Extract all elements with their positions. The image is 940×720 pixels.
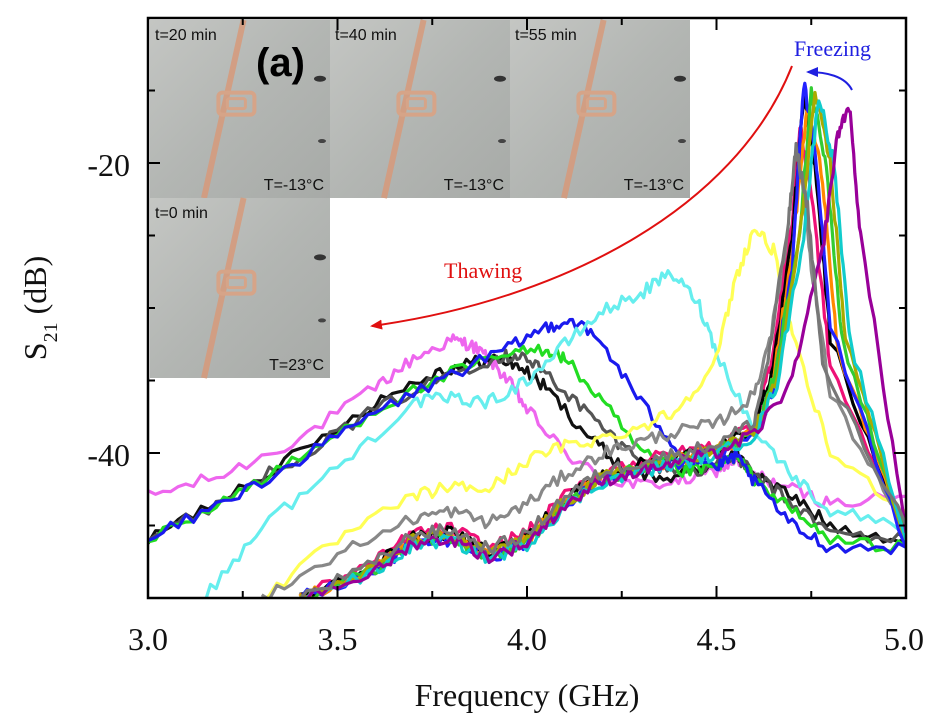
screw-hole <box>318 139 326 144</box>
split-ring-inner <box>405 97 427 111</box>
microstrip-line <box>201 19 247 199</box>
photo-temperature-label: T=-13°C <box>444 177 504 194</box>
inset-photo-1: t=20 min T=-13°C <box>150 19 330 199</box>
y-tick-label-minus-20: -20 <box>87 147 130 183</box>
tick-layer <box>147 17 907 599</box>
series-line-17 <box>299 141 906 598</box>
inset-photos: t=20 min T=-13°C t=40 min T=-13°C t=55 min T=… <box>150 19 690 379</box>
screw-hole <box>494 75 506 82</box>
inset-photo-4: t=0 min T=23°C <box>150 197 330 379</box>
microstrip-line <box>201 197 247 379</box>
split-ring-resonator <box>396 90 437 117</box>
screw-hole <box>674 75 686 82</box>
photo-time-label: t=55 min <box>515 27 577 44</box>
split-ring-resonator <box>216 90 257 117</box>
series-line-15 <box>302 99 906 598</box>
split-ring-resonator <box>216 269 257 296</box>
split-ring-resonator <box>576 90 617 117</box>
x-tick-label-5-0: 5.0 <box>884 621 924 657</box>
y-axis-title: S21 (dB) <box>17 256 62 360</box>
photo-temperature-label: T=-13°C <box>624 177 684 194</box>
thawing-label: Thawing <box>444 258 522 283</box>
split-ring-inner <box>225 276 247 290</box>
series-line-5 <box>148 317 906 556</box>
series-layer <box>148 81 906 598</box>
x-tick-label-3-5: 3.5 <box>318 621 358 657</box>
x-axis-title: Frequency (GHz) <box>415 677 640 713</box>
photo-temperature-label: T=23°C <box>269 357 324 374</box>
x-tick-label-4-0: 4.0 <box>507 621 547 657</box>
split-ring-inner <box>225 97 247 111</box>
inset-photo-2: t=40 min T=-13°C <box>330 19 510 199</box>
screw-hole <box>314 254 326 261</box>
thawing-arrow <box>370 65 793 330</box>
y-tick-label-minus-40: -40 <box>87 437 130 473</box>
screw-hole <box>318 318 326 323</box>
freezing-label: Freezing <box>794 36 871 61</box>
photo-time-label: t=0 min <box>155 205 208 222</box>
panel-label: (a) <box>256 41 305 85</box>
split-ring-inner <box>585 97 607 111</box>
y-axis-title-subscript: 21 <box>40 322 62 342</box>
y-axis-title-main: S <box>17 342 53 360</box>
series-line-16 <box>299 106 906 598</box>
screw-hole <box>678 139 686 144</box>
microstrip-line <box>561 19 607 199</box>
freezing-arrow <box>806 67 853 91</box>
photo-time-label: t=20 min <box>155 27 217 44</box>
photo-time-label: t=40 min <box>335 27 397 44</box>
x-tick-label-4-5: 4.5 <box>697 621 737 657</box>
screw-hole <box>314 75 326 82</box>
y-axis-title-unit: (dB) <box>17 256 53 323</box>
inset-photo-3: t=55 min T=-13°C <box>510 19 690 199</box>
screw-hole <box>498 139 506 144</box>
photo-temperature-label: T=-13°C <box>264 177 324 194</box>
x-tick-label-3-0: 3.0 <box>128 621 168 657</box>
series-line-6 <box>204 269 906 598</box>
microstrip-line <box>381 19 427 199</box>
